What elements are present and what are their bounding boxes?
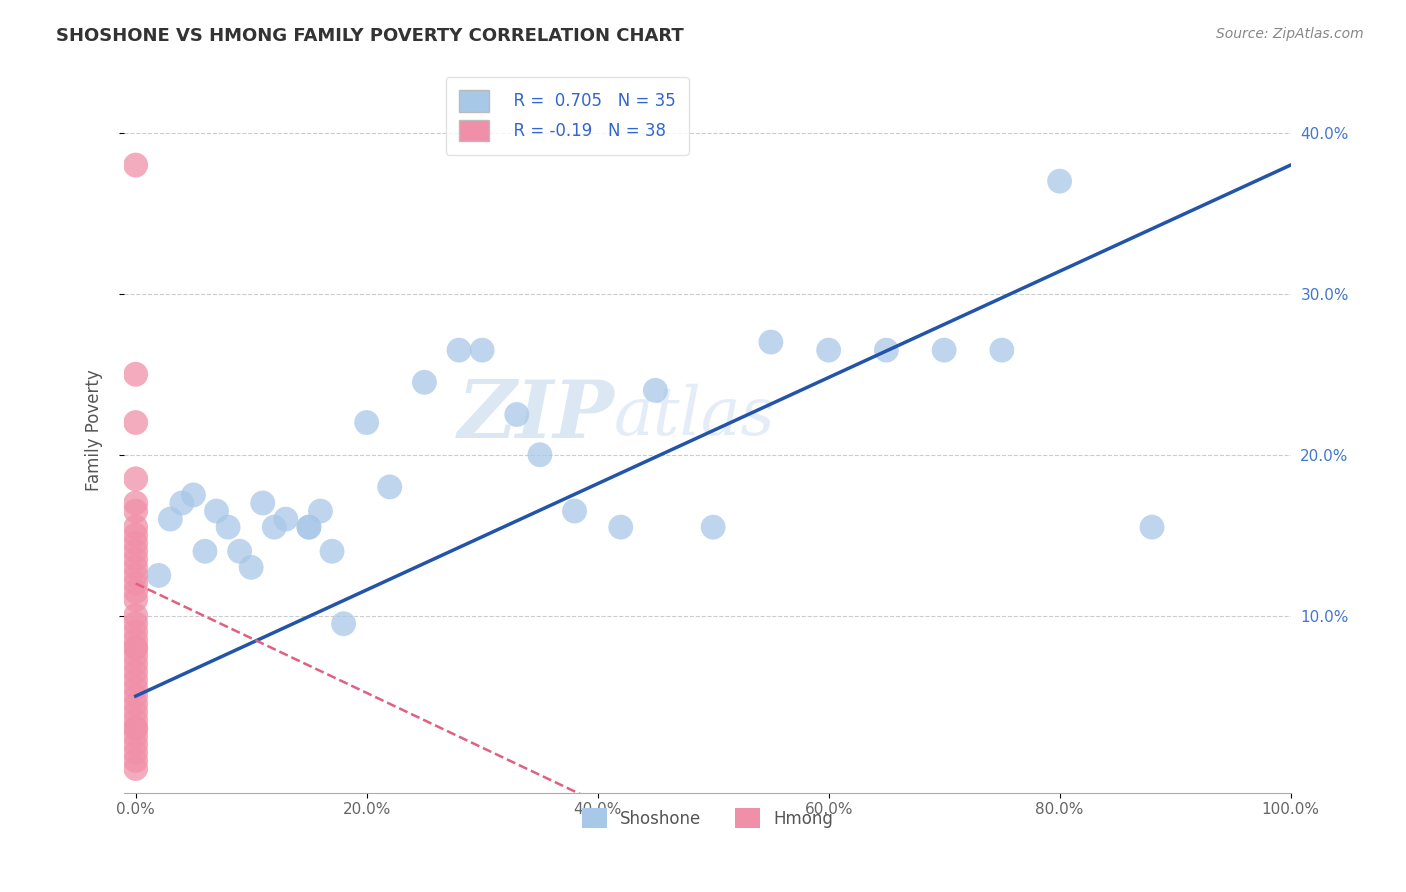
Point xyxy=(991,343,1014,358)
Point xyxy=(125,568,148,582)
Point xyxy=(159,512,181,526)
Point xyxy=(125,624,148,639)
Text: atlas: atlas xyxy=(614,384,776,449)
Point xyxy=(125,705,148,719)
Point xyxy=(125,528,148,542)
Point xyxy=(413,376,436,390)
Point xyxy=(125,416,148,430)
Point xyxy=(1140,520,1163,534)
Text: ZIP: ZIP xyxy=(457,377,614,455)
Point xyxy=(274,512,297,526)
Point xyxy=(125,681,148,695)
Point xyxy=(125,592,148,607)
Point xyxy=(644,384,666,398)
Point xyxy=(125,560,148,574)
Point xyxy=(702,520,724,534)
Point xyxy=(471,343,494,358)
Point xyxy=(170,496,193,510)
Point xyxy=(125,657,148,671)
Point xyxy=(125,697,148,711)
Point xyxy=(125,665,148,679)
Point xyxy=(125,754,148,768)
Point xyxy=(263,520,285,534)
Point xyxy=(205,504,228,518)
Point xyxy=(125,616,148,631)
Point xyxy=(125,158,148,172)
Point xyxy=(252,496,274,510)
Text: Source: ZipAtlas.com: Source: ZipAtlas.com xyxy=(1216,27,1364,41)
Point xyxy=(125,648,148,663)
Point xyxy=(529,448,551,462)
Point xyxy=(125,713,148,727)
Point xyxy=(321,544,343,558)
Point xyxy=(332,616,354,631)
Point xyxy=(125,632,148,647)
Point xyxy=(817,343,839,358)
Point xyxy=(125,762,148,776)
Point xyxy=(125,721,148,735)
Point xyxy=(125,746,148,760)
Point xyxy=(125,640,148,655)
Point xyxy=(125,536,148,550)
Point xyxy=(298,520,321,534)
Point xyxy=(240,560,263,574)
Point xyxy=(228,544,250,558)
Point xyxy=(148,568,170,582)
Point xyxy=(298,520,321,534)
Point xyxy=(447,343,470,358)
Point xyxy=(125,472,148,486)
Point xyxy=(125,729,148,743)
Legend: Shoshone, Hmong: Shoshone, Hmong xyxy=(575,801,839,835)
Point xyxy=(125,738,148,752)
Point xyxy=(125,552,148,566)
Point xyxy=(125,608,148,623)
Point xyxy=(183,488,205,502)
Point xyxy=(759,334,782,349)
Point xyxy=(125,496,148,510)
Point xyxy=(309,504,332,518)
Point xyxy=(356,416,378,430)
Point xyxy=(125,673,148,687)
Point xyxy=(125,504,148,518)
Point xyxy=(609,520,631,534)
Point xyxy=(932,343,955,358)
Point xyxy=(125,520,148,534)
Text: SHOSHONE VS HMONG FAMILY POVERTY CORRELATION CHART: SHOSHONE VS HMONG FAMILY POVERTY CORRELA… xyxy=(56,27,683,45)
Point xyxy=(506,408,529,422)
Point xyxy=(125,689,148,703)
Point xyxy=(1049,174,1071,188)
Y-axis label: Family Poverty: Family Poverty xyxy=(86,369,103,491)
Point xyxy=(125,584,148,599)
Point xyxy=(378,480,401,494)
Point xyxy=(125,368,148,382)
Point xyxy=(125,640,148,655)
Point xyxy=(564,504,586,518)
Point xyxy=(125,721,148,735)
Point xyxy=(217,520,239,534)
Point xyxy=(875,343,897,358)
Point xyxy=(125,544,148,558)
Point xyxy=(125,576,148,591)
Point xyxy=(194,544,217,558)
